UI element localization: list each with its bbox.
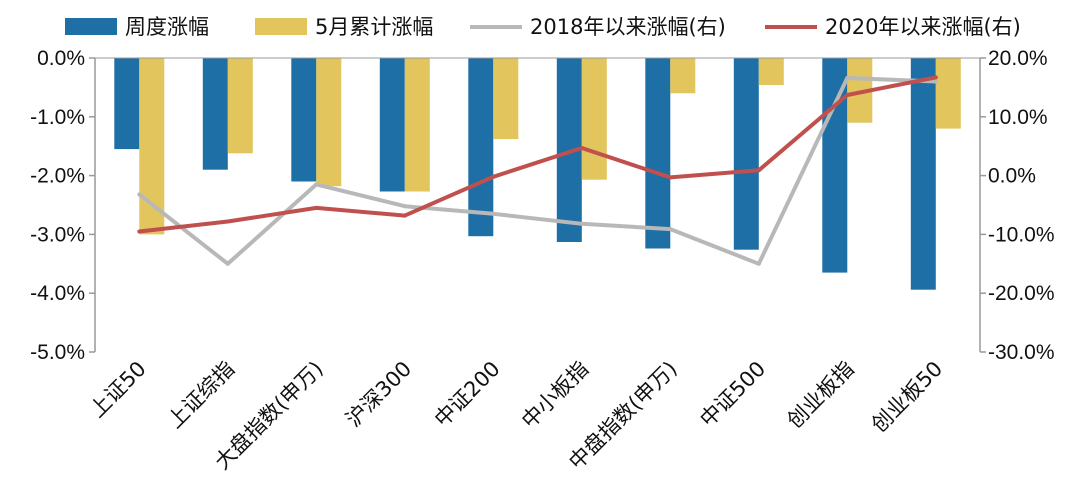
point-2018-7	[756, 261, 761, 266]
point-2020-6	[668, 175, 673, 180]
left-tick-label-3: -3.0%	[30, 223, 85, 246]
point-2018-0	[137, 192, 142, 197]
labels-layer: 0.0% -1.0% -2.0% -3.0% -4.0% -5.0% 20.0% 10.0% 0…	[30, 47, 1054, 474]
line-2018	[138, 76, 936, 266]
category-label-9: 创业板50	[867, 357, 947, 437]
right-tick-label-3: -10.0%	[988, 223, 1055, 246]
legend-label-0: 周度涨幅	[125, 15, 209, 39]
bars-layer	[114, 58, 961, 290]
lines-layer	[137, 75, 938, 266]
legend-swatch-0	[65, 18, 117, 35]
category-label-3: 沪深300	[341, 357, 416, 432]
bar-weekly-7	[733, 58, 759, 250]
bar-may-3	[404, 58, 430, 192]
left-tick-label-1: -1.0%	[30, 106, 85, 129]
right-tick-label-0: 20.0%	[988, 47, 1048, 70]
left-tick-label-4: -4.0%	[30, 282, 85, 305]
point-2020-7	[756, 168, 761, 173]
left-tick-label-2: -2.0%	[30, 165, 85, 188]
right-tick-label-1: 10.0%	[988, 106, 1048, 129]
category-label-0: 上证50	[85, 357, 151, 423]
point-2020-0	[137, 229, 142, 234]
legend-swatch-1	[255, 18, 307, 35]
bar-may-1	[227, 58, 253, 154]
bar-may-7	[758, 58, 784, 85]
bar-weekly-3	[379, 58, 405, 192]
legend-label-2: 2018年以来涨幅(右)	[530, 15, 726, 39]
point-2020-8	[845, 93, 850, 97]
point-2018-5	[579, 221, 584, 226]
point-2020-2	[314, 205, 319, 210]
point-2020-4	[491, 174, 496, 179]
line-2020	[139, 75, 937, 234]
left-tick-label-5: -5.0%	[30, 341, 85, 364]
bar-weekly-4	[468, 58, 494, 237]
point-2018-2	[314, 182, 319, 187]
category-label-1: 上证综指	[163, 357, 239, 433]
point-2018-3	[402, 204, 407, 209]
point-2020-5	[579, 146, 584, 150]
category-label-7: 中证500	[695, 357, 770, 432]
point-2020-1	[225, 219, 230, 224]
bar-weekly-9	[910, 58, 936, 290]
point-2018-4	[491, 211, 496, 216]
point-2018-8	[845, 76, 850, 80]
bar-may-0	[139, 58, 165, 235]
point-2018-1	[225, 261, 230, 266]
left-tick-label-0: 0.0%	[37, 47, 85, 70]
axes-layer	[89, 57, 986, 353]
legend: 周度涨幅 5月累计涨幅 2018年以来涨幅(右) 2020年以来涨幅(右)	[65, 15, 1021, 39]
bar-weekly-2	[291, 58, 317, 182]
legend-label-3: 2020年以来涨幅(右)	[825, 15, 1021, 39]
bar-may-6	[670, 58, 696, 94]
bar-may-9	[935, 58, 961, 129]
right-tick-label-5: -30.0%	[988, 341, 1055, 364]
category-label-4: 中证200	[430, 357, 505, 432]
legend-label-1: 5月累计涨幅	[315, 15, 433, 39]
bar-may-2	[316, 58, 342, 187]
point-2020-9	[933, 75, 938, 80]
point-2018-9	[933, 79, 938, 84]
bar-weekly-1	[202, 58, 228, 170]
bar-weekly-6	[645, 58, 671, 249]
category-label-8: 创业板指	[782, 357, 858, 433]
point-2020-3	[402, 213, 407, 218]
bar-weekly-8	[822, 58, 848, 273]
right-tick-label-2: 0.0%	[988, 165, 1036, 188]
category-label-5: 中小板指	[517, 357, 593, 433]
right-tick-label-4: -20.0%	[988, 282, 1055, 305]
bar-may-4	[493, 58, 519, 140]
bar-may-5	[581, 58, 607, 180]
bar-weekly-0	[114, 58, 140, 150]
point-2018-6	[668, 227, 673, 232]
